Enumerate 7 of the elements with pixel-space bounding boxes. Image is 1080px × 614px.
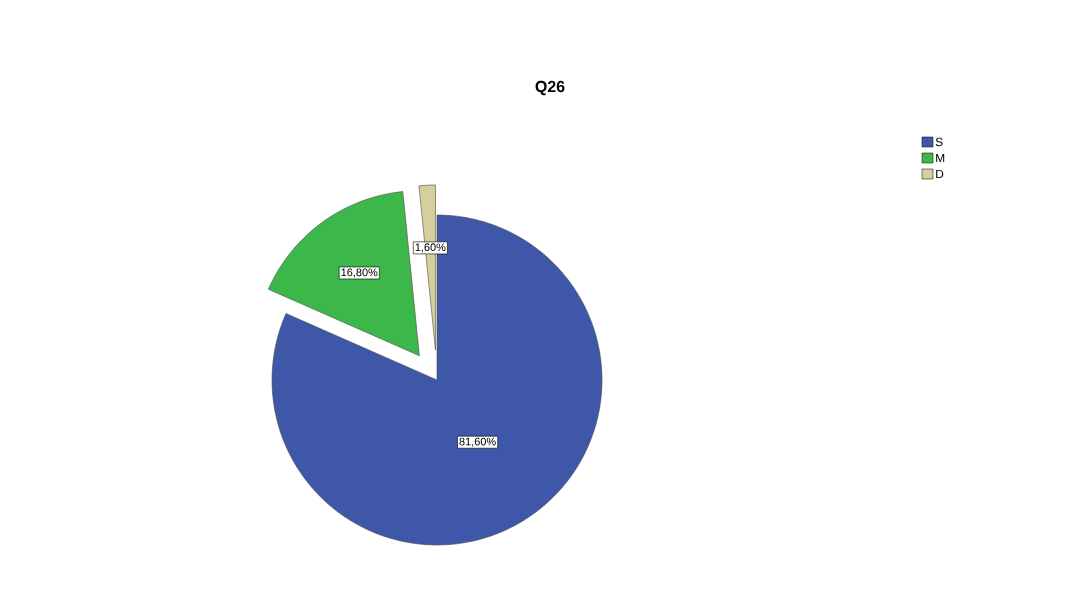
legend-label: M	[936, 153, 945, 163]
chart-title: Q26	[535, 80, 565, 96]
data-label: 16,80%	[341, 268, 378, 278]
data-label: 81,60%	[459, 437, 496, 447]
legend-label: S	[935, 137, 943, 147]
data-label: 1,60%	[415, 243, 446, 253]
legend-label: D	[936, 169, 944, 179]
